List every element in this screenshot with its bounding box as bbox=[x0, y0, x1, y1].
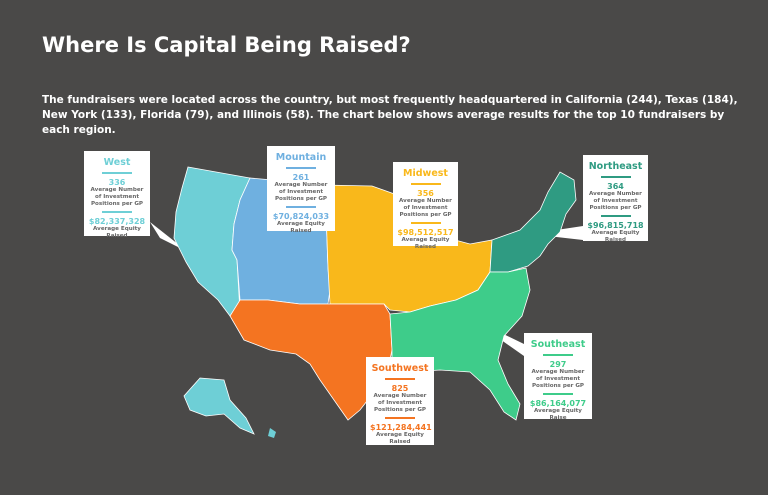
equity-value: $121,284,441 bbox=[370, 423, 432, 432]
southwest-info-card: Southwest 825 Average Number of Investme… bbox=[366, 357, 434, 445]
west-info-card: West 336 Average Number of Investment Po… bbox=[84, 151, 150, 239]
region-alaska[interactable] bbox=[183, 377, 255, 435]
divider bbox=[410, 183, 441, 185]
equity-caption: Average Equity Raised bbox=[591, 230, 640, 243]
southeast-info-card: Southeast 297 Average Number of Investme… bbox=[524, 333, 592, 421]
region-name: Midwest bbox=[403, 168, 448, 179]
region-name: Mountain bbox=[275, 152, 327, 163]
region-northeast[interactable] bbox=[489, 171, 577, 273]
positions-caption: Average Number of Investment Positions p… bbox=[531, 369, 585, 389]
divider bbox=[102, 172, 132, 174]
equity-caption: Average Equity Raised bbox=[93, 226, 141, 239]
divider bbox=[102, 211, 132, 213]
region-name: Northeast bbox=[588, 161, 643, 172]
positions-value: 297 bbox=[549, 360, 567, 369]
equity-value: $70,824,033 bbox=[272, 212, 330, 221]
divider bbox=[385, 417, 415, 419]
equity-value: $82,337,328 bbox=[88, 217, 146, 226]
positions-value: 336 bbox=[108, 178, 126, 187]
divider bbox=[410, 222, 441, 224]
positions-caption: Average Number of Investment Positions p… bbox=[90, 187, 144, 207]
divider bbox=[600, 176, 631, 178]
positions-caption: Average Number of Investment Positions p… bbox=[399, 198, 452, 218]
divider bbox=[600, 215, 631, 217]
midwest-info-card: Midwest 356 Average Number of Investment… bbox=[393, 162, 458, 250]
positions-caption: Average Number of Investment Positions p… bbox=[373, 393, 427, 413]
page-title: Where Is Capital Being Raised? bbox=[42, 33, 411, 57]
divider bbox=[385, 378, 415, 380]
divider bbox=[543, 393, 573, 395]
positions-value: 825 bbox=[391, 384, 409, 393]
equity-caption: Average Equity Raised bbox=[376, 432, 424, 445]
region-hawaii[interactable] bbox=[268, 428, 276, 438]
region-name: West bbox=[103, 157, 131, 168]
equity-caption: Average Equity Raise bbox=[534, 408, 582, 421]
equity-value: $96,815,718 bbox=[587, 221, 644, 230]
divider bbox=[286, 206, 316, 208]
positions-value: 356 bbox=[417, 189, 434, 198]
region-name: Southeast bbox=[530, 339, 586, 350]
mountain-info-card: Mountain 261 Average Number of Investmen… bbox=[267, 146, 335, 234]
positions-caption: Average Number of Investment Positions p… bbox=[274, 182, 328, 202]
equity-caption: Average Equity Raised bbox=[401, 237, 450, 250]
region-name: Southwest bbox=[371, 363, 429, 374]
divider bbox=[543, 354, 573, 356]
equity-value: $86,164,077 bbox=[529, 399, 587, 408]
positions-value: 364 bbox=[607, 182, 624, 191]
equity-value: $98,512,517 bbox=[397, 228, 454, 237]
positions-value: 261 bbox=[292, 173, 310, 182]
equity-caption: Average Equity Raised bbox=[277, 221, 325, 234]
positions-caption: Average Number of Investment Positions p… bbox=[589, 191, 642, 211]
divider bbox=[286, 167, 316, 169]
page-subtitle: The fundraisers were located across the … bbox=[42, 94, 738, 136]
northeast-info-card: Northeast 364 Average Number of Investme… bbox=[583, 155, 648, 243]
